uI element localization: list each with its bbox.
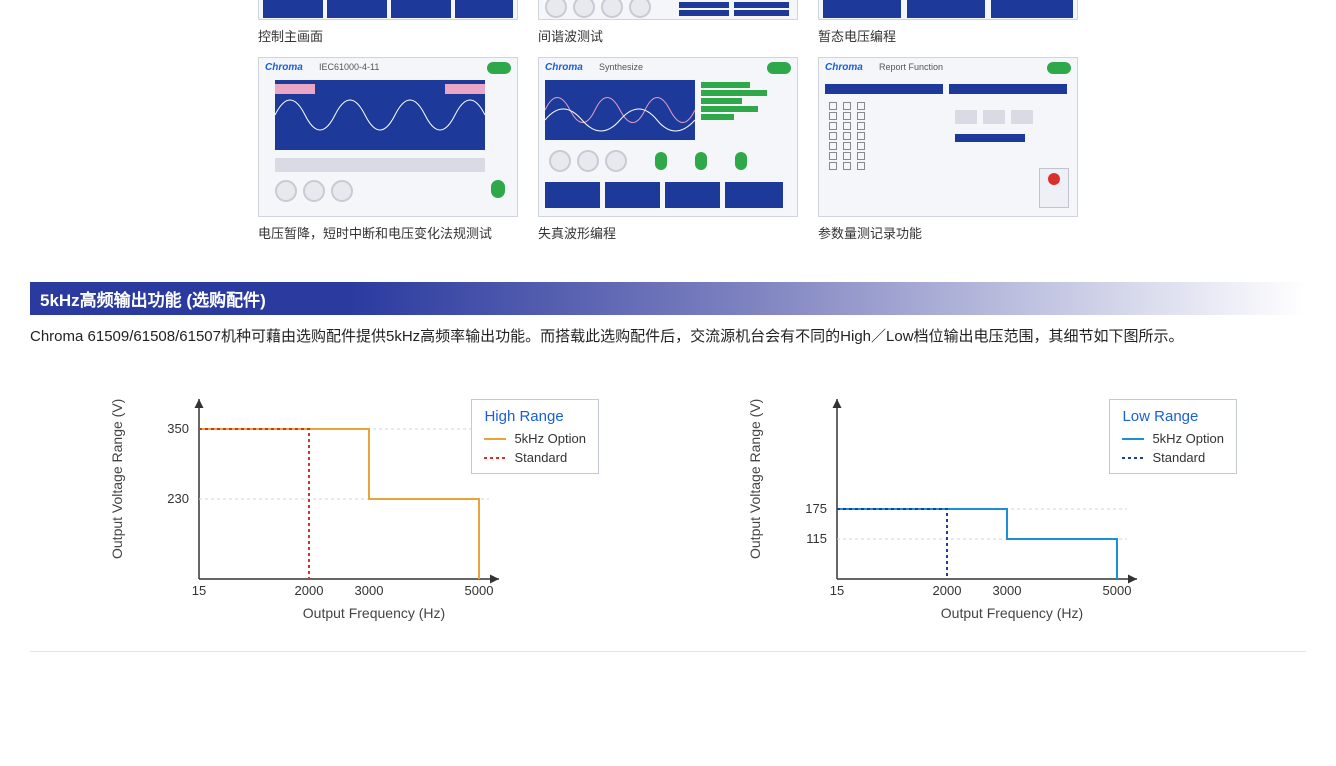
legend-item: Standard (1152, 450, 1205, 465)
legend-item: Standard (514, 450, 567, 465)
svg-text:350: 350 (167, 421, 189, 436)
chart-svg: 175 115 15 2000 3000 5000 (777, 389, 1157, 599)
thumb-caption: 参数量测记录功能 (818, 223, 1078, 242)
y-axis-label: Output Voltage Range (V) (109, 399, 125, 559)
thumb-card: 暂态电压编程 (818, 0, 1078, 45)
section-body: Chroma 61509/61508/61507机种可藉由选购配件提供5kHz高… (30, 325, 1306, 349)
brand-label: Chroma (545, 62, 583, 73)
thumbnail (538, 0, 798, 20)
chart-high-range: Output Voltage Range (V) 350 230 15 2000 (99, 389, 599, 621)
svg-text:2000: 2000 (295, 583, 324, 598)
divider (30, 651, 1306, 652)
thumbnail: Chroma Report Function (818, 57, 1078, 217)
section-heading: 5kHz高频输出功能 (选购配件) (30, 282, 1306, 315)
thumb-caption: 控制主画面 (258, 26, 518, 45)
thumbnail: Chroma Synthesize (538, 57, 798, 217)
svg-text:3000: 3000 (993, 583, 1022, 598)
charts-row: Output Voltage Range (V) 350 230 15 2000 (30, 389, 1306, 621)
thumb-caption: 暂态电压编程 (818, 26, 1078, 45)
svg-text:2000: 2000 (933, 583, 962, 598)
back-button-icon (767, 62, 791, 74)
led-icon (735, 152, 747, 170)
gallery-row-2: Chroma IEC61000-4-11 电压暂降，短时中断和电压变化法规测试 … (30, 57, 1306, 242)
legend-item: 5kHz Option (1152, 431, 1224, 446)
thumb-title: Synthesize (599, 62, 643, 72)
svg-text:3000: 3000 (355, 583, 384, 598)
legend-item: 5kHz Option (514, 431, 586, 446)
x-axis-label: Output Frequency (Hz) (787, 605, 1237, 621)
thumb-title: Report Function (879, 62, 943, 72)
thumb-title: IEC61000-4-11 (319, 62, 379, 72)
waveform-icon (275, 80, 485, 150)
thumb-card: 间谐波测试 (538, 0, 798, 45)
thumb-caption: 间谐波测试 (538, 26, 798, 45)
thumbnail (818, 0, 1078, 20)
svg-text:230: 230 (167, 491, 189, 506)
thumb-card: Chroma Synthesize (538, 57, 798, 242)
legend: Low Range 5kHz Option Standard (1109, 399, 1237, 474)
thumb-card: 控制主画面 (258, 0, 518, 45)
svg-text:175: 175 (805, 501, 827, 516)
svg-text:5000: 5000 (465, 583, 494, 598)
led-icon (695, 152, 707, 170)
waveform-icon (545, 80, 695, 140)
thumbnail: Chroma IEC61000-4-11 (258, 57, 518, 217)
thumb-caption: 失真波形编程 (538, 223, 798, 242)
chart-svg: 350 230 15 2000 3000 5000 (139, 389, 519, 599)
back-button-icon (487, 62, 511, 74)
svg-text:115: 115 (806, 531, 827, 546)
chart-low-range: Output Voltage Range (V) 175 115 15 2000… (737, 389, 1237, 621)
svg-text:5000: 5000 (1103, 583, 1132, 598)
brand-label: Chroma (265, 62, 303, 73)
gallery-row-partial: 控制主画面 间谐波测试 暂态电压编程 (30, 0, 1306, 45)
thumbnail (258, 0, 518, 20)
legend-title: High Range (484, 408, 586, 425)
back-button-icon (1047, 62, 1071, 74)
thumb-card: Chroma IEC61000-4-11 电压暂降，短时中断和电压变化法规测试 (258, 57, 518, 242)
y-axis-label: Output Voltage Range (V) (747, 399, 763, 559)
legend: High Range 5kHz Option Standard (471, 399, 599, 474)
x-axis-label: Output Frequency (Hz) (149, 605, 599, 621)
led-icon (655, 152, 667, 170)
switch-icon (1039, 168, 1069, 208)
svg-text:15: 15 (192, 583, 206, 598)
legend-title: Low Range (1122, 408, 1224, 425)
svg-text:15: 15 (830, 583, 844, 598)
brand-label: Chroma (825, 62, 863, 73)
led-icon (491, 180, 505, 198)
thumb-caption: 电压暂降，短时中断和电压变化法规测试 (258, 223, 518, 242)
thumb-card: Chroma Report Function (818, 57, 1078, 242)
